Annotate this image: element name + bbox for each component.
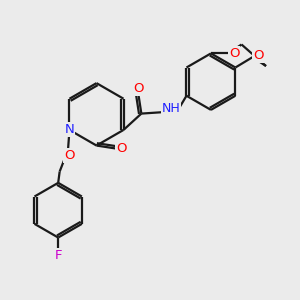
Text: F: F [54, 250, 62, 262]
Text: O: O [133, 82, 144, 95]
Text: N: N [64, 123, 74, 136]
Text: O: O [64, 149, 75, 162]
Text: NH: NH [162, 102, 181, 115]
Text: O: O [253, 49, 264, 62]
Text: O: O [229, 47, 239, 60]
Text: O: O [116, 142, 126, 155]
